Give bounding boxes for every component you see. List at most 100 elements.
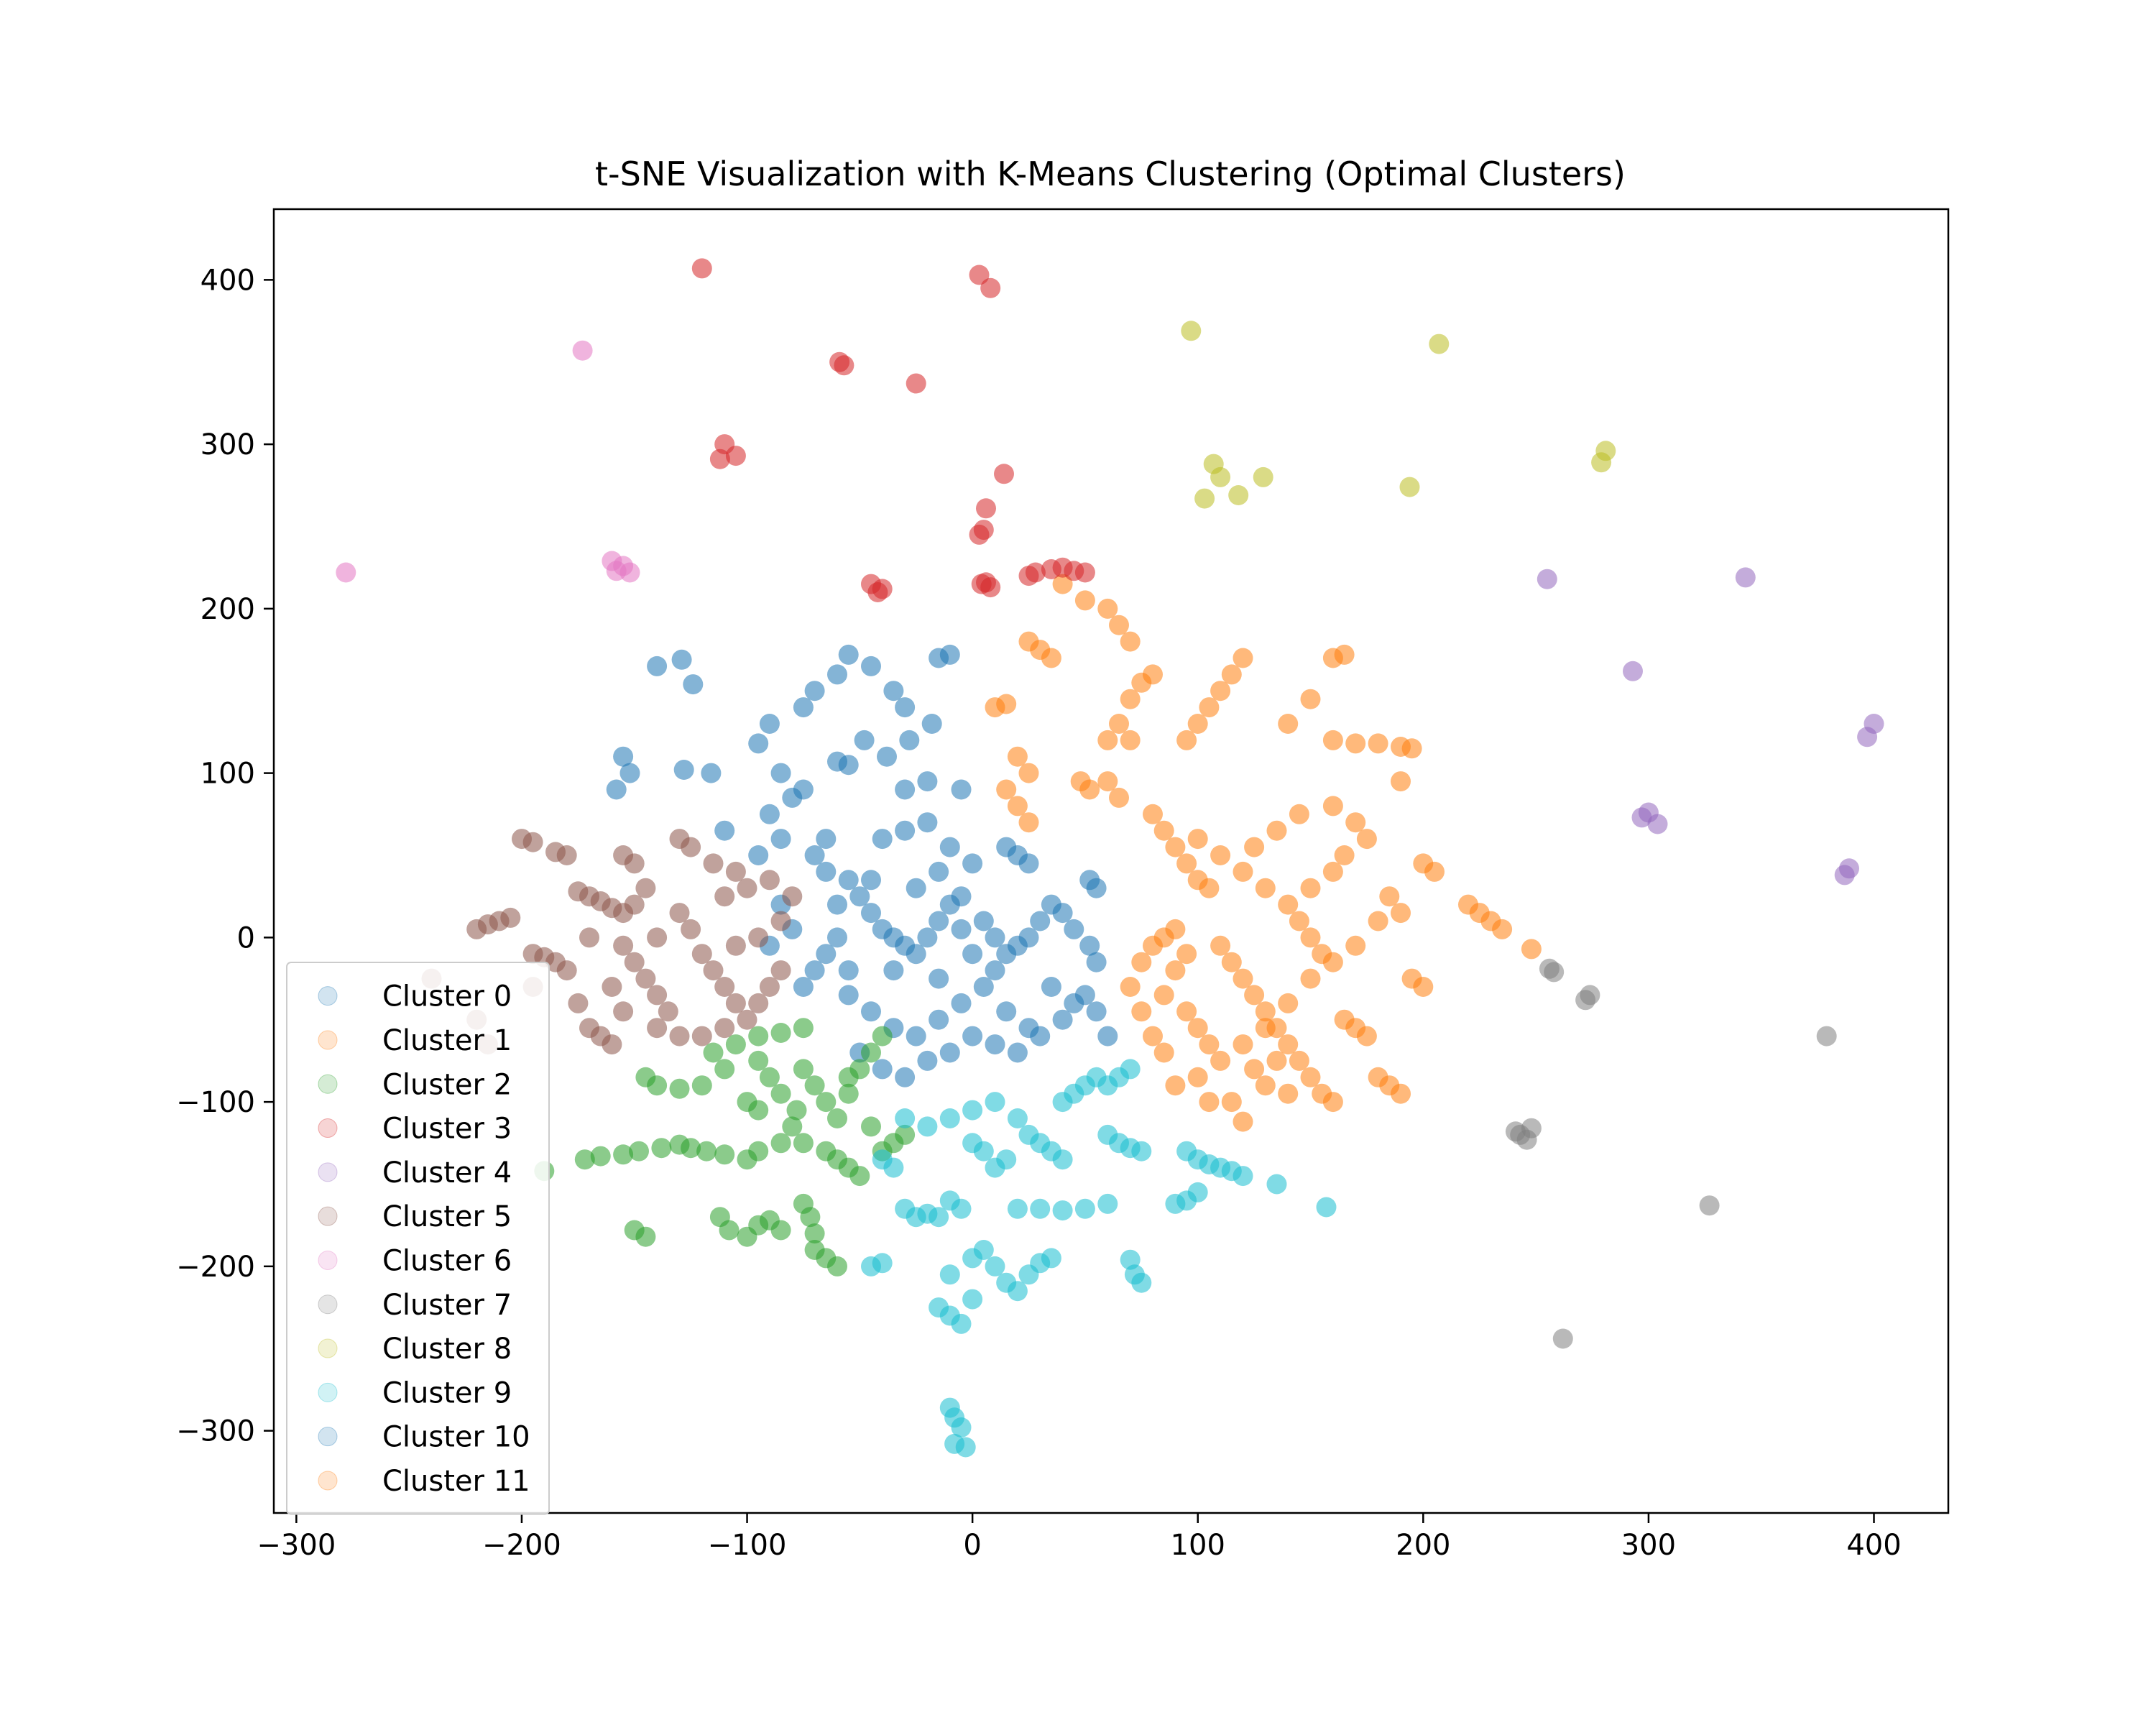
data-point-cluster-9 xyxy=(985,1256,1005,1276)
data-point-cluster-2 xyxy=(714,1144,735,1165)
data-point-cluster-9 xyxy=(1041,1248,1061,1269)
data-point-cluster-1 xyxy=(1322,1092,1343,1113)
data-point-cluster-5 xyxy=(647,927,668,948)
data-point-cluster-1 xyxy=(1255,1075,1276,1096)
data-point-cluster-9 xyxy=(939,1108,960,1128)
data-point-cluster-2 xyxy=(827,1108,847,1128)
data-point-cluster-1 xyxy=(1233,968,1253,989)
data-point-cluster-1 xyxy=(1221,1092,1242,1113)
data-point-cluster-0 xyxy=(939,1042,960,1063)
data-point-cluster-0 xyxy=(985,1034,1005,1055)
data-point-cluster-0 xyxy=(929,1009,949,1030)
data-point-cluster-1 xyxy=(1334,845,1355,865)
data-point-cluster-0 xyxy=(1079,935,1100,956)
data-point-cluster-0 xyxy=(606,779,627,800)
data-point-cluster-5 xyxy=(737,1009,757,1030)
data-point-cluster-5 xyxy=(681,837,701,857)
data-point-cluster-1 xyxy=(1368,911,1388,932)
data-point-cluster-9 xyxy=(1074,1198,1095,1219)
data-point-cluster-2 xyxy=(827,1256,847,1276)
data-point-cluster-8 xyxy=(1181,321,1202,341)
data-point-cluster-9 xyxy=(962,1133,983,1154)
data-point-cluster-1 xyxy=(1289,804,1309,824)
y-tick-label: −100 xyxy=(176,1086,255,1119)
data-point-cluster-3 xyxy=(969,264,990,285)
data-point-cluster-1 xyxy=(1109,615,1129,635)
data-point-cluster-0 xyxy=(701,763,722,783)
legend-label: Cluster 7 xyxy=(382,1289,512,1322)
data-point-cluster-2 xyxy=(647,1075,668,1096)
data-point-cluster-1 xyxy=(1391,1083,1411,1104)
legend: Cluster 0 Cluster 1 Cluster 2 Cluster 3 Clus… xyxy=(286,962,550,1515)
data-point-cluster-1 xyxy=(1187,1018,1208,1039)
data-point-cluster-1 xyxy=(1007,746,1028,767)
data-point-cluster-2 xyxy=(737,1092,757,1113)
data-point-cluster-7 xyxy=(1544,962,1565,983)
data-point-cluster-0 xyxy=(929,911,949,932)
y-tick-label: 200 xyxy=(201,593,255,626)
data-point-cluster-1 xyxy=(1199,1092,1220,1113)
data-point-cluster-9 xyxy=(1165,1193,1186,1214)
y-tick-label: 100 xyxy=(201,758,255,791)
data-point-cluster-0 xyxy=(895,820,916,841)
data-point-cluster-0 xyxy=(748,733,769,754)
data-point-cluster-4 xyxy=(1537,569,1557,589)
data-point-cluster-1 xyxy=(1266,1050,1287,1071)
data-point-cluster-0 xyxy=(759,714,780,734)
data-point-cluster-9 xyxy=(1266,1174,1287,1195)
data-point-cluster-9 xyxy=(985,1157,1005,1178)
data-point-cluster-5 xyxy=(522,832,543,852)
data-point-cluster-2 xyxy=(725,1034,746,1055)
x-axis: −300 −200 −100 0 100 200 300 400 xyxy=(257,1513,1902,1562)
data-point-cluster-1 xyxy=(1143,664,1163,685)
data-point-cluster-1 xyxy=(1176,1001,1197,1022)
data-point-cluster-0 xyxy=(917,927,938,948)
data-point-cluster-1 xyxy=(1221,952,1242,972)
data-point-cluster-2 xyxy=(691,1075,712,1096)
x-tick-label: 300 xyxy=(1621,1529,1676,1562)
data-point-cluster-9 xyxy=(985,1092,1005,1113)
data-point-cluster-8 xyxy=(1591,452,1612,473)
data-point-cluster-2 xyxy=(804,1075,825,1096)
data-point-cluster-0 xyxy=(861,1001,881,1022)
data-point-cluster-0 xyxy=(849,886,870,907)
data-point-cluster-7 xyxy=(1575,990,1596,1011)
data-point-cluster-2 xyxy=(748,1141,769,1162)
data-point-cluster-2 xyxy=(669,1078,690,1099)
data-point-cluster-2 xyxy=(719,1220,740,1241)
data-point-cluster-1 xyxy=(996,779,1017,800)
data-point-cluster-1 xyxy=(1492,919,1513,939)
data-point-cluster-7 xyxy=(1505,1121,1526,1142)
data-point-cluster-0 xyxy=(939,837,960,857)
y-tick-label: −200 xyxy=(176,1251,255,1284)
data-point-cluster-0 xyxy=(827,927,847,948)
data-point-cluster-5 xyxy=(500,907,521,928)
data-point-cluster-3 xyxy=(994,464,1014,484)
data-point-cluster-9 xyxy=(872,1253,893,1274)
data-point-cluster-0 xyxy=(973,977,994,997)
data-point-cluster-1 xyxy=(1289,1050,1309,1071)
points-layer xyxy=(336,258,1884,1458)
data-point-cluster-0 xyxy=(1052,903,1073,924)
data-point-cluster-0 xyxy=(673,760,694,780)
data-point-cluster-2 xyxy=(804,1223,825,1244)
data-point-cluster-2 xyxy=(816,1092,837,1113)
data-point-cluster-2 xyxy=(748,1026,769,1046)
data-point-cluster-2 xyxy=(895,1124,916,1145)
data-point-cluster-1 xyxy=(1120,977,1141,997)
data-point-cluster-5 xyxy=(669,903,690,924)
data-point-cluster-0 xyxy=(985,960,1005,981)
data-point-cluster-2 xyxy=(770,1023,791,1043)
x-tick-label: −200 xyxy=(482,1529,561,1562)
data-point-cluster-0 xyxy=(861,870,881,891)
data-point-cluster-2 xyxy=(861,1116,881,1137)
data-point-cluster-1 xyxy=(1356,1026,1377,1046)
data-point-cluster-0 xyxy=(1097,1026,1118,1046)
data-point-cluster-4 xyxy=(1735,567,1756,588)
data-point-cluster-5 xyxy=(568,993,589,1013)
data-point-cluster-0 xyxy=(838,755,859,776)
data-point-cluster-1 xyxy=(1345,812,1366,833)
data-point-cluster-0 xyxy=(816,944,837,965)
data-point-cluster-9 xyxy=(1233,1166,1253,1187)
data-point-cluster-2 xyxy=(651,1138,672,1159)
